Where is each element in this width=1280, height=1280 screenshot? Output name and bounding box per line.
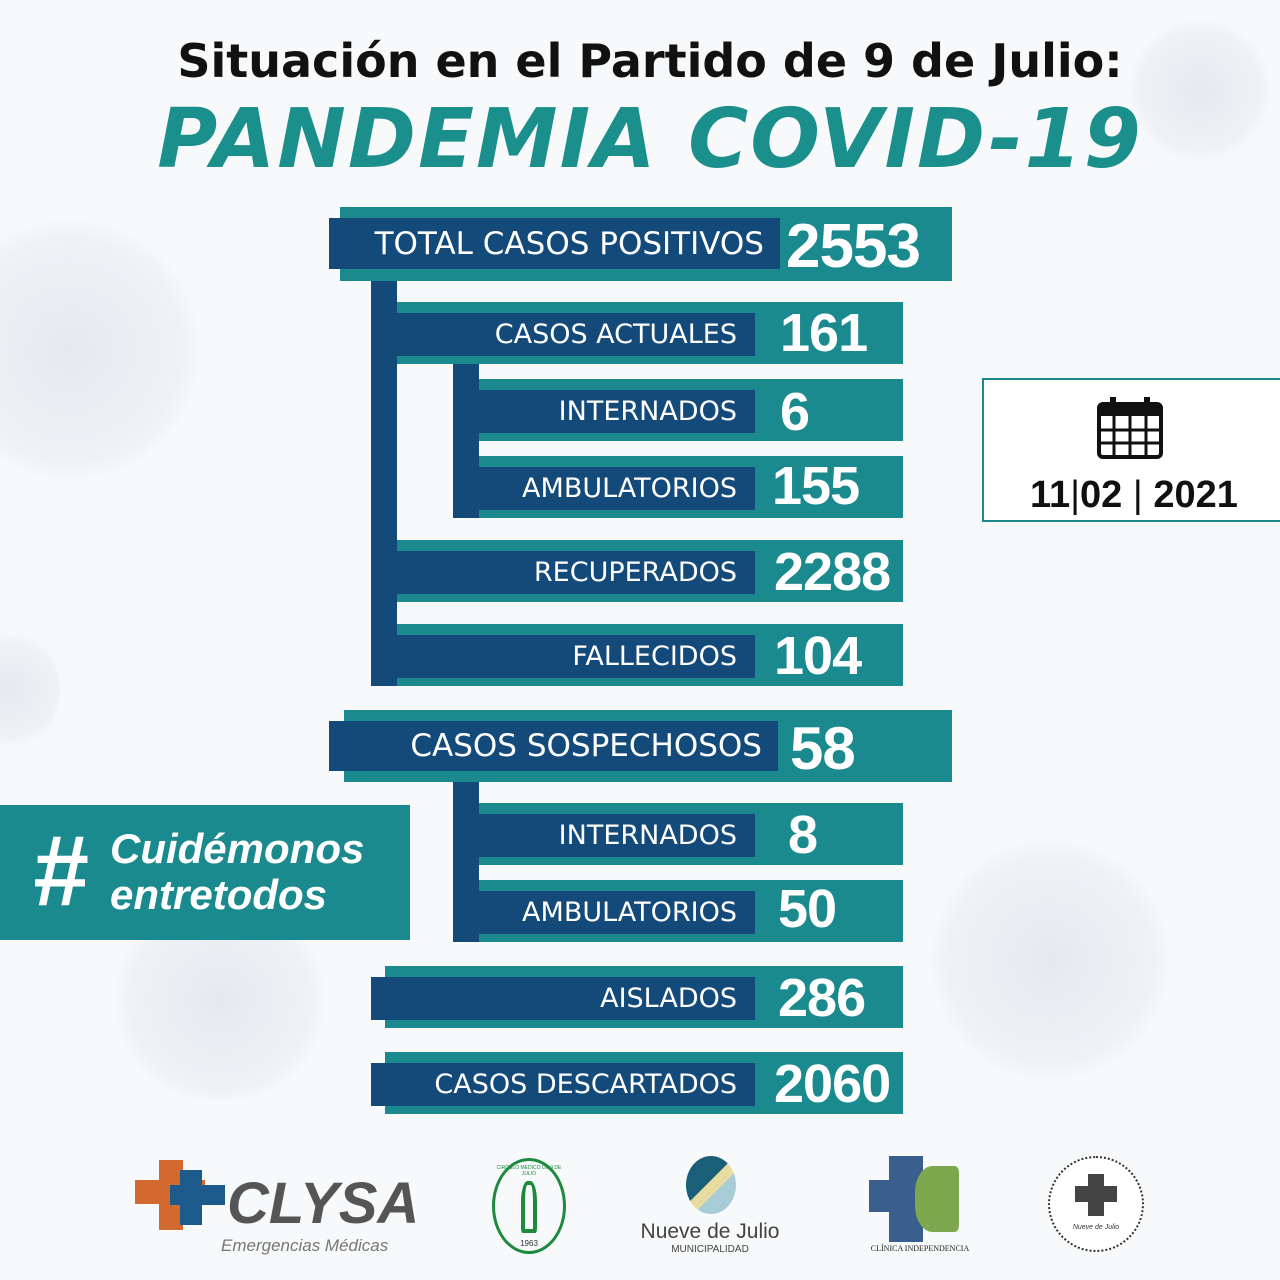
virus-decoration <box>930 840 1170 1080</box>
date-month: 02 <box>1080 474 1123 516</box>
date-text: 11|02 | 2021 <box>1030 474 1238 516</box>
virus-decoration <box>1130 20 1270 160</box>
stat-value: 2288 <box>774 542 891 602</box>
clinica-name: CLÍNICA INDEPENDENCIA <box>870 1244 970 1253</box>
page-title: PANDEMIA COVID-19 <box>157 92 1143 187</box>
circulo-text: CIRCULO MEDICO DE 9 DE JULIO <box>496 1165 562 1177</box>
stat-value: 6 <box>780 382 810 442</box>
clysa-tagline: Emergencias Médicas <box>221 1236 389 1255</box>
stat-value: 104 <box>774 626 862 686</box>
virus-decoration <box>0 220 200 480</box>
hospital-logo: Nueve de Julio <box>1048 1156 1144 1252</box>
stat-label: CASOS SOSPECHOSOS <box>329 721 778 771</box>
stat-label: AISLADOS <box>371 977 755 1020</box>
clysa-name: CLYSA <box>227 1171 420 1236</box>
stat-value: 8 <box>788 805 818 865</box>
date-box: 11|02 | 2021 <box>982 378 1280 522</box>
calendar-icon <box>1097 397 1163 459</box>
stat-label: AMBULATORIOS <box>453 467 755 510</box>
stat-label: INTERNADOS <box>479 814 755 857</box>
circulo-medico-logo: CIRCULO MEDICO DE 9 DE JULIO 1963 <box>492 1158 566 1254</box>
circulo-year: 1963 <box>520 1239 538 1248</box>
stat-label: AMBULATORIOS <box>453 891 755 934</box>
stat-value: 50 <box>778 879 837 939</box>
stat-value: 286 <box>778 968 866 1028</box>
date-day: 11 <box>1030 474 1071 516</box>
stat-label: TOTAL CASOS POSITIVOS <box>329 218 780 269</box>
municipio-name: Nueve de Julio <box>640 1220 780 1243</box>
stat-value: 161 <box>780 303 868 363</box>
clysa-logo: CLYSA Emergencias Médicas <box>135 1160 425 1260</box>
stat-value: 2553 <box>786 211 921 281</box>
stat-value: 155 <box>772 456 860 516</box>
stat-label: CASOS ACTUALES <box>371 313 755 356</box>
clinica-independencia-logo: CLÍNICA INDEPENDENCIA <box>855 1156 985 1256</box>
hashtag-line1: Cuidémonos <box>110 825 365 872</box>
hashtag-symbol: # <box>32 815 88 927</box>
hashtag-banner: # Cuidémonos entretodos <box>0 805 410 940</box>
stat-value: 2060 <box>774 1054 891 1114</box>
municipio-sub: MUNICIPALIDAD <box>671 1244 749 1255</box>
stat-label: CASOS DESCARTADOS <box>371 1063 755 1106</box>
municipalidad-logo: Nueve de Julio MUNICIPALIDAD <box>630 1156 790 1256</box>
hashtag-line2: entretodos <box>110 871 328 918</box>
date-year: 2021 <box>1153 474 1238 516</box>
stat-label: RECUPERADOS <box>397 551 755 594</box>
stat-value: 58 <box>790 714 856 782</box>
hospital-name: Nueve de Julio <box>1072 1224 1120 1231</box>
stat-label: INTERNADOS <box>479 390 755 433</box>
virus-decoration <box>0 630 60 750</box>
subtitle: Situación en el Partido de 9 de Julio: <box>177 34 1123 88</box>
stat-label: FALLECIDOS <box>371 635 755 678</box>
